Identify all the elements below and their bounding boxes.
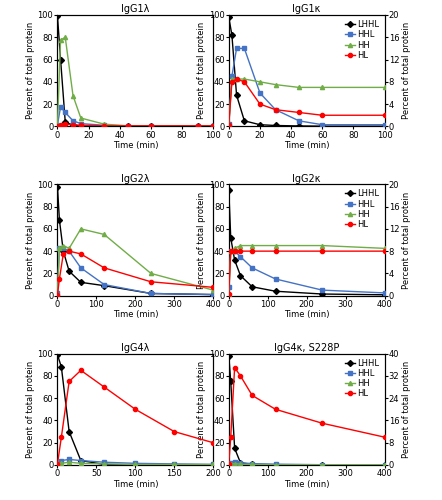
Title: IgG1κ: IgG1κ	[293, 4, 321, 14]
X-axis label: Time (min): Time (min)	[113, 480, 158, 488]
Y-axis label: Percent of total protein: Percent of total protein	[26, 192, 35, 288]
Y-axis label: Percent of total protein: Percent of total protein	[26, 22, 35, 120]
Legend: LHHL, HHL, HH, HL: LHHL, HHL, HH, HL	[344, 358, 381, 399]
X-axis label: Time (min): Time (min)	[284, 310, 329, 319]
Title: IgG4κ, S228P: IgG4κ, S228P	[274, 343, 339, 353]
X-axis label: Time (min): Time (min)	[284, 480, 329, 488]
Title: IgG2κ: IgG2κ	[293, 174, 321, 184]
Y-axis label: Percent of total protein: Percent of total protein	[402, 22, 411, 120]
Y-axis label: Percent of total protein: Percent of total protein	[402, 192, 411, 288]
Title: IgG4λ: IgG4λ	[121, 343, 149, 353]
Y-axis label: Percent of total protein: Percent of total protein	[197, 360, 206, 458]
Title: IgG1λ: IgG1λ	[121, 4, 149, 14]
Legend: LHHL, HHL, HH, HL: LHHL, HHL, HH, HL	[344, 19, 381, 60]
Y-axis label: Percent of total protein: Percent of total protein	[26, 360, 35, 458]
X-axis label: Time (min): Time (min)	[113, 141, 158, 150]
Title: IgG2λ: IgG2λ	[121, 174, 149, 184]
Y-axis label: Percent of total protein: Percent of total protein	[402, 360, 411, 458]
Y-axis label: Percent of total protein: Percent of total protein	[197, 22, 206, 120]
Y-axis label: Percent of total protein: Percent of total protein	[197, 192, 206, 288]
X-axis label: Time (min): Time (min)	[113, 310, 158, 319]
X-axis label: Time (min): Time (min)	[284, 141, 329, 150]
Legend: LHHL, HHL, HH, HL: LHHL, HHL, HH, HL	[344, 188, 381, 230]
